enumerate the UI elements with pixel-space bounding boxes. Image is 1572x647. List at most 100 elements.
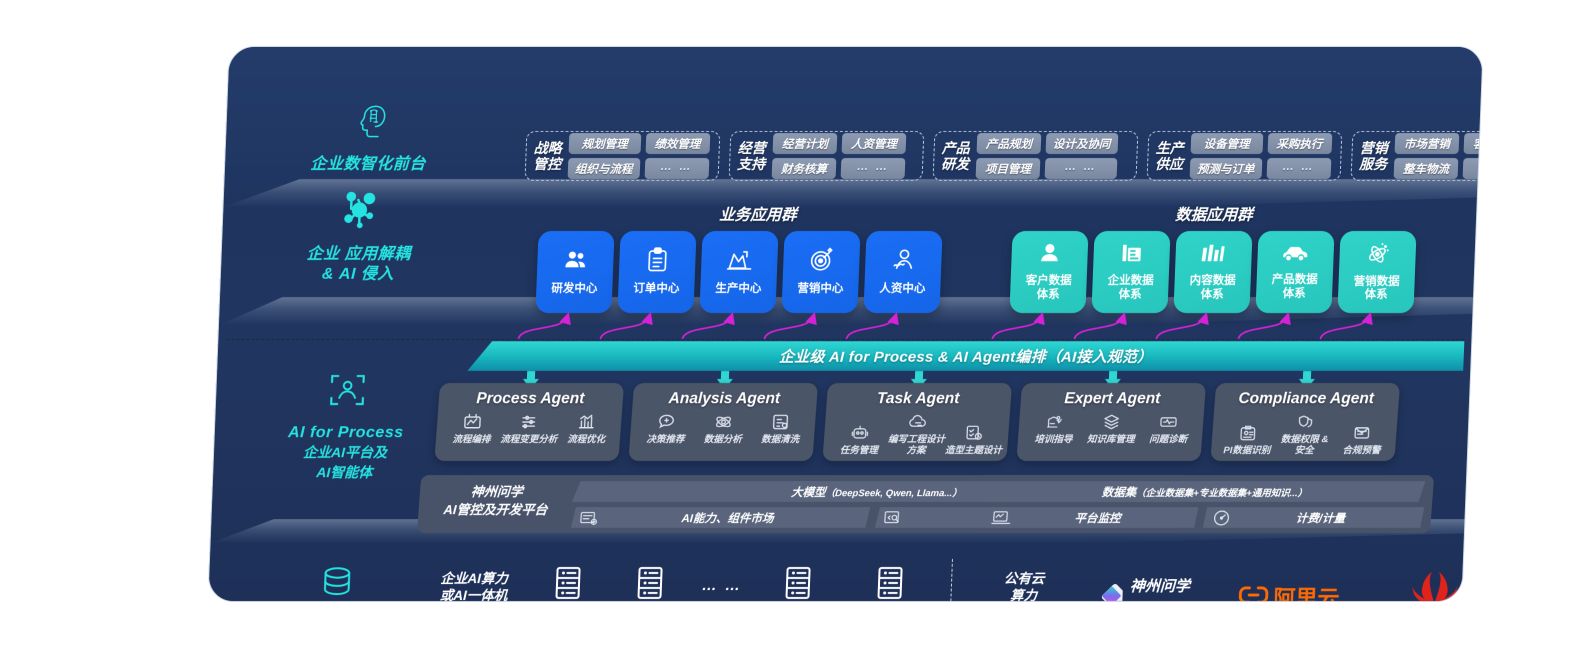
domain-group-strategy[interactable]: 战略 管控 规划管理 绩效管理 组织与流程 … … (524, 131, 721, 181)
domain-group-product-rd[interactable]: 产品 研发 产品规划 设计及协同 项目管理 … … (932, 131, 1139, 181)
agent-item[interactable]: 任务管理 (830, 423, 889, 457)
rail-label-text-2: & AI 侵入 (321, 266, 395, 283)
agent-card-task[interactable]: Task Agent 任务管理 编写工程设计方案 造型主题设计 (822, 383, 1013, 461)
infra-node-ai-appliance-2[interactable]: AI一体机 (847, 565, 931, 602)
domain-chip-grid: 市场营销 客户关系 整车物流 … … (1393, 133, 1484, 179)
server-icon (848, 565, 932, 602)
chip[interactable]: 采购执行 (1267, 133, 1332, 154)
data-card-content[interactable]: 内容数据 体系 (1173, 231, 1253, 313)
chip[interactable]: 产品规划 (976, 133, 1042, 154)
devtool-icon (883, 510, 904, 526)
agent-card-compliance[interactable]: Compliance Agent PI数据识别 数据权限 & 安全 合规预警 (1210, 383, 1401, 461)
chip[interactable]: 经营计划 (772, 133, 838, 154)
platform-bar-billing[interactable]: 计费/计量 (1203, 507, 1425, 528)
atom-analysis-icon (716, 416, 731, 428)
platform-bar-monitor[interactable]: 平台监控 (983, 507, 1199, 528)
server-icon (608, 565, 692, 602)
agent-item[interactable]: 数据清洗 (751, 412, 810, 446)
agent-card-analysis[interactable]: Analysis Agent 决策推荐 数据分析 数据清洗 (628, 383, 819, 461)
infra-node-datacenter-2[interactable]: 数据中心 (607, 565, 691, 602)
chip[interactable]: 设计及协同 (1045, 133, 1118, 154)
agent-title: Analysis Agent (668, 390, 781, 407)
agent-item[interactable]: 培训指导 (1025, 412, 1084, 446)
vendor-smart-vision[interactable]: 神州问学 Smart Vision (1086, 575, 1191, 602)
chip[interactable]: 客户关系 (1463, 133, 1484, 154)
vendor-huawei[interactable]: HUAWEI (1388, 571, 1482, 602)
rail-label-ai-compute: AI基础算力 (245, 563, 428, 602)
agent-item[interactable]: 知识库管理 (1082, 412, 1141, 446)
chip[interactable]: … … (1044, 158, 1117, 179)
chip[interactable]: … … (1462, 158, 1484, 179)
app-card-label: 营销中心 (797, 283, 844, 295)
agent-item[interactable]: 决策推荐 (637, 412, 696, 446)
sliders-icon (521, 415, 536, 429)
building-icon (1119, 241, 1144, 270)
platform-bar-label: 平台监控 (1074, 512, 1121, 525)
agent-item[interactable]: PI数据识别 (1218, 423, 1277, 457)
app-card-rd-center[interactable]: 研发中心 (535, 231, 615, 313)
domain-group-operation[interactable]: 经营 支持 经营计划 人资管理 财务核算 … … (728, 131, 925, 181)
molecule-icon (264, 187, 456, 239)
chip[interactable]: … … (840, 158, 906, 179)
agent-item[interactable]: 合规预警 (1333, 423, 1392, 457)
platform-bar-devtools[interactable]: AI开发工具 (875, 507, 1181, 528)
app-card-production-center[interactable]: 生产中心 (699, 231, 779, 313)
app-card-marketing-center[interactable]: 营销中心 (781, 231, 861, 313)
chip[interactable]: 整车物流 (1393, 158, 1459, 179)
huawei-logo (1407, 571, 1462, 602)
domain-group-name: 经营 支持 (736, 139, 767, 172)
agent-card-expert[interactable]: Expert Agent 培训指导 知识库管理 问题诊断 (1016, 383, 1207, 461)
chip[interactable]: 人资管理 (841, 133, 907, 154)
agent-item[interactable]: 造型主题设计 (945, 423, 1004, 457)
platform-name: 神州问学 AI管控及开发平台 (425, 483, 568, 518)
infra-enterprise-compute: 企业AI算力 或AI一体机 (439, 571, 509, 602)
chip[interactable]: 财务核算 (771, 158, 837, 179)
data-card-customer[interactable]: 客户数据 体系 (1009, 231, 1089, 313)
chip[interactable]: 规划管理 (568, 133, 641, 154)
rail-label-text: 企业 应用解耦 (306, 246, 411, 263)
data-card-enterprise[interactable]: 企业数据 体系 (1091, 231, 1171, 313)
banner-text: 企业级 AI for Process & AI Agent编排（AI接入规范） (778, 348, 1153, 366)
agent-item-caption: 流程编排 (452, 434, 491, 445)
infra-node-ai-appliance-1[interactable]: AI一体机 (755, 565, 839, 602)
domain-group-marketing-service[interactable]: 营销服务 市场营销 客户关系 整车物流 … … (1350, 131, 1484, 181)
chip[interactable]: 设备管理 (1190, 133, 1263, 154)
agent-item-caption: 数据权限 & 安全 (1280, 434, 1329, 456)
platform-bar-label: AI能力、组件市场 (681, 512, 774, 525)
agent-item-caption: 数据分析 (703, 434, 743, 445)
users-icon (562, 247, 589, 278)
smartvision-logo (1086, 575, 1128, 602)
chip[interactable]: 预测与订单 (1189, 158, 1262, 179)
domain-group-production-supply[interactable]: 生产 供应 设备管理 采购执行 预测与订单 … … (1146, 131, 1343, 181)
chip[interactable]: 项目管理 (975, 158, 1041, 179)
chip[interactable]: … … (1266, 158, 1331, 179)
agent-item[interactable]: 编写工程设计方案 (887, 412, 946, 457)
chip[interactable]: 市场营销 (1394, 133, 1460, 154)
agent-item[interactable]: 数据权限 & 安全 (1275, 412, 1334, 457)
agent-card-process[interactable]: Process Agent 流程编排 流程变更分析 流程优化 (434, 383, 625, 461)
app-card-label: 研发中心 (551, 283, 598, 295)
agent-item-list: PI数据识别 数据权限 & 安全 合规预警 (1218, 412, 1392, 457)
agent-item[interactable]: 流程优化 (557, 412, 616, 446)
domain-group-name: 营销 服务 (1358, 139, 1389, 172)
agent-item[interactable]: 数据分析 (694, 412, 753, 446)
agent-item[interactable]: 问题诊断 (1139, 412, 1198, 446)
vendor-name: 神州问学 (1129, 577, 1191, 595)
data-card-marketing[interactable]: 营销数据 体系 (1337, 231, 1417, 313)
agent-item[interactable]: 流程变更分析 (500, 412, 559, 446)
chip[interactable]: … … (644, 158, 709, 179)
agent-item-list: 任务管理 编写工程设计方案 造型主题设计 (830, 412, 1004, 457)
platform-bar-capability[interactable]: AI能力、组件市场 (571, 507, 871, 528)
app-card-order-center[interactable]: 订单中心 (617, 231, 697, 313)
chip[interactable]: 绩效管理 (645, 133, 710, 154)
infra-node-datacenter-1[interactable]: 数据中心 (525, 565, 609, 602)
chip[interactable]: 组织与流程 (567, 158, 640, 179)
agent-item[interactable]: 流程编排 (443, 412, 502, 446)
rail-label-text: AI for Process (287, 424, 404, 441)
platform-bar-dataset[interactable]: 数据集 （企业数据集+专业数据集+通用知识...） (984, 481, 1426, 502)
agent-item-list: 流程编排 流程变更分析 流程优化 (443, 412, 616, 446)
app-card-hr-center[interactable]: 人资中心 (863, 231, 943, 313)
vendor-aliyun[interactable]: 阿里云 (1238, 581, 1340, 602)
data-card-product[interactable]: 产品数据 体系 (1255, 231, 1335, 313)
